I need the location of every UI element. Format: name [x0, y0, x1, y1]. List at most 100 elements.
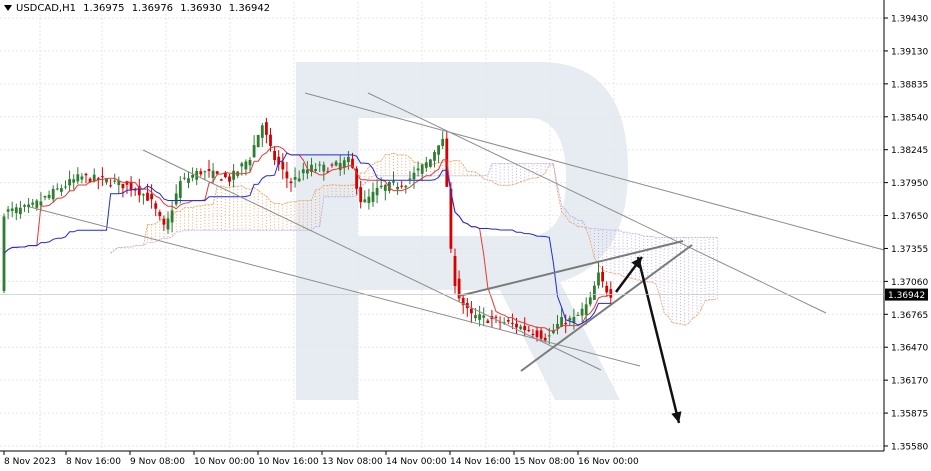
candle-body — [547, 335, 551, 337]
forecast-arrow-down-head — [671, 411, 682, 423]
candle-body — [187, 178, 190, 184]
kijun-line — [3, 152, 611, 326]
candle-body — [248, 159, 252, 166]
watermark-logo-shape — [296, 62, 628, 400]
candle-body — [457, 278, 461, 299]
candle-body — [35, 200, 39, 208]
time-tick-label: 10 Nov 00:00 — [194, 457, 255, 467]
candle-body — [27, 204, 30, 208]
candle-body — [330, 164, 334, 166]
candle-body — [449, 188, 453, 249]
candle-body — [84, 173, 88, 176]
candle-body — [137, 185, 141, 196]
candle-body — [269, 134, 272, 146]
candle-body — [207, 168, 211, 171]
candle-body — [519, 326, 522, 329]
candle-body — [597, 272, 600, 286]
forecast-arrow-down — [636, 256, 682, 424]
time-tick-label: 14 Nov 00:00 — [386, 457, 447, 467]
candle-body — [203, 171, 207, 173]
trendline-upper-2 — [367, 92, 827, 314]
candle-body — [64, 186, 67, 188]
candle-body — [31, 202, 35, 205]
candle-body — [293, 176, 297, 180]
chart-header: USDCAD,H1 1.36975 1.36976 1.36930 1.3694… — [4, 3, 274, 14]
candle-body — [404, 185, 408, 188]
candle-body — [19, 207, 22, 215]
price-tick-label: 1.35875 — [891, 410, 928, 420]
candle-body — [297, 178, 301, 182]
candle-body — [531, 333, 535, 335]
candle-body — [502, 322, 506, 324]
candle-body — [117, 180, 121, 186]
collapse-triangle-icon[interactable] — [4, 5, 12, 11]
candle-body — [441, 138, 445, 147]
candle-body — [605, 285, 609, 293]
candle-body — [162, 219, 166, 225]
candle-body — [55, 188, 59, 190]
candle-body — [498, 321, 502, 323]
candle-body — [552, 330, 555, 334]
candle-body — [68, 179, 71, 186]
candle-body — [219, 179, 223, 181]
candle-body — [285, 171, 289, 179]
candle-body — [191, 174, 194, 178]
candle-body — [326, 171, 330, 173]
candle-body — [523, 326, 527, 331]
trendline-lower-1 — [142, 149, 602, 371]
time-tick-label: 16 Nov 00:00 — [578, 457, 639, 467]
candle-body — [265, 122, 268, 135]
close-value: 1.36942 — [228, 3, 271, 14]
candle-body — [474, 315, 477, 319]
candle-body — [572, 316, 576, 323]
price-tick-label: 1.39430 — [891, 15, 928, 25]
price-tick-label: 1.37355 — [891, 245, 928, 255]
candle-body — [601, 271, 604, 282]
candle-body — [588, 297, 592, 305]
candle-body — [412, 172, 416, 180]
candle-body — [486, 320, 490, 323]
candle-body — [576, 314, 580, 316]
candle-body — [129, 181, 133, 190]
candle-body — [539, 330, 543, 339]
candle-body — [301, 169, 305, 174]
tenkan-line — [3, 146, 612, 332]
candle-body — [351, 158, 354, 168]
candle-body — [363, 199, 367, 203]
candle-body — [506, 320, 510, 322]
price-tick-label: 1.37060 — [891, 278, 928, 288]
high-value: 1.36976 — [131, 3, 174, 14]
candle-body — [342, 160, 346, 168]
candle-body — [347, 156, 350, 163]
price-tick-label: 1.37650 — [891, 212, 928, 222]
forecast-arrow-down-shaft — [636, 256, 681, 424]
candle-body — [215, 171, 219, 174]
candle-body — [355, 168, 358, 189]
candle-body — [396, 186, 399, 190]
candle-body — [174, 193, 178, 205]
candle-body — [125, 181, 129, 185]
candle-body — [2, 216, 6, 292]
trendline-lower-2 — [29, 206, 641, 367]
candle-body — [109, 185, 112, 187]
open-value: 1.36975 — [83, 3, 125, 14]
candle-body — [568, 318, 572, 321]
candle-body — [310, 164, 313, 172]
candle-body — [199, 171, 203, 175]
candle-body — [543, 337, 547, 341]
candle-body — [252, 145, 256, 158]
candle-body — [383, 184, 387, 191]
candle-body — [433, 152, 436, 161]
candle-body — [461, 297, 465, 305]
candle-body — [260, 125, 264, 138]
candle-body — [334, 161, 338, 166]
candle-body — [564, 322, 568, 325]
candle-body — [289, 181, 293, 184]
candle-body — [121, 183, 125, 189]
current-price-box — [885, 288, 928, 301]
candle-body — [359, 187, 363, 203]
candle-body — [322, 164, 326, 172]
watermark-logo — [296, 62, 628, 400]
